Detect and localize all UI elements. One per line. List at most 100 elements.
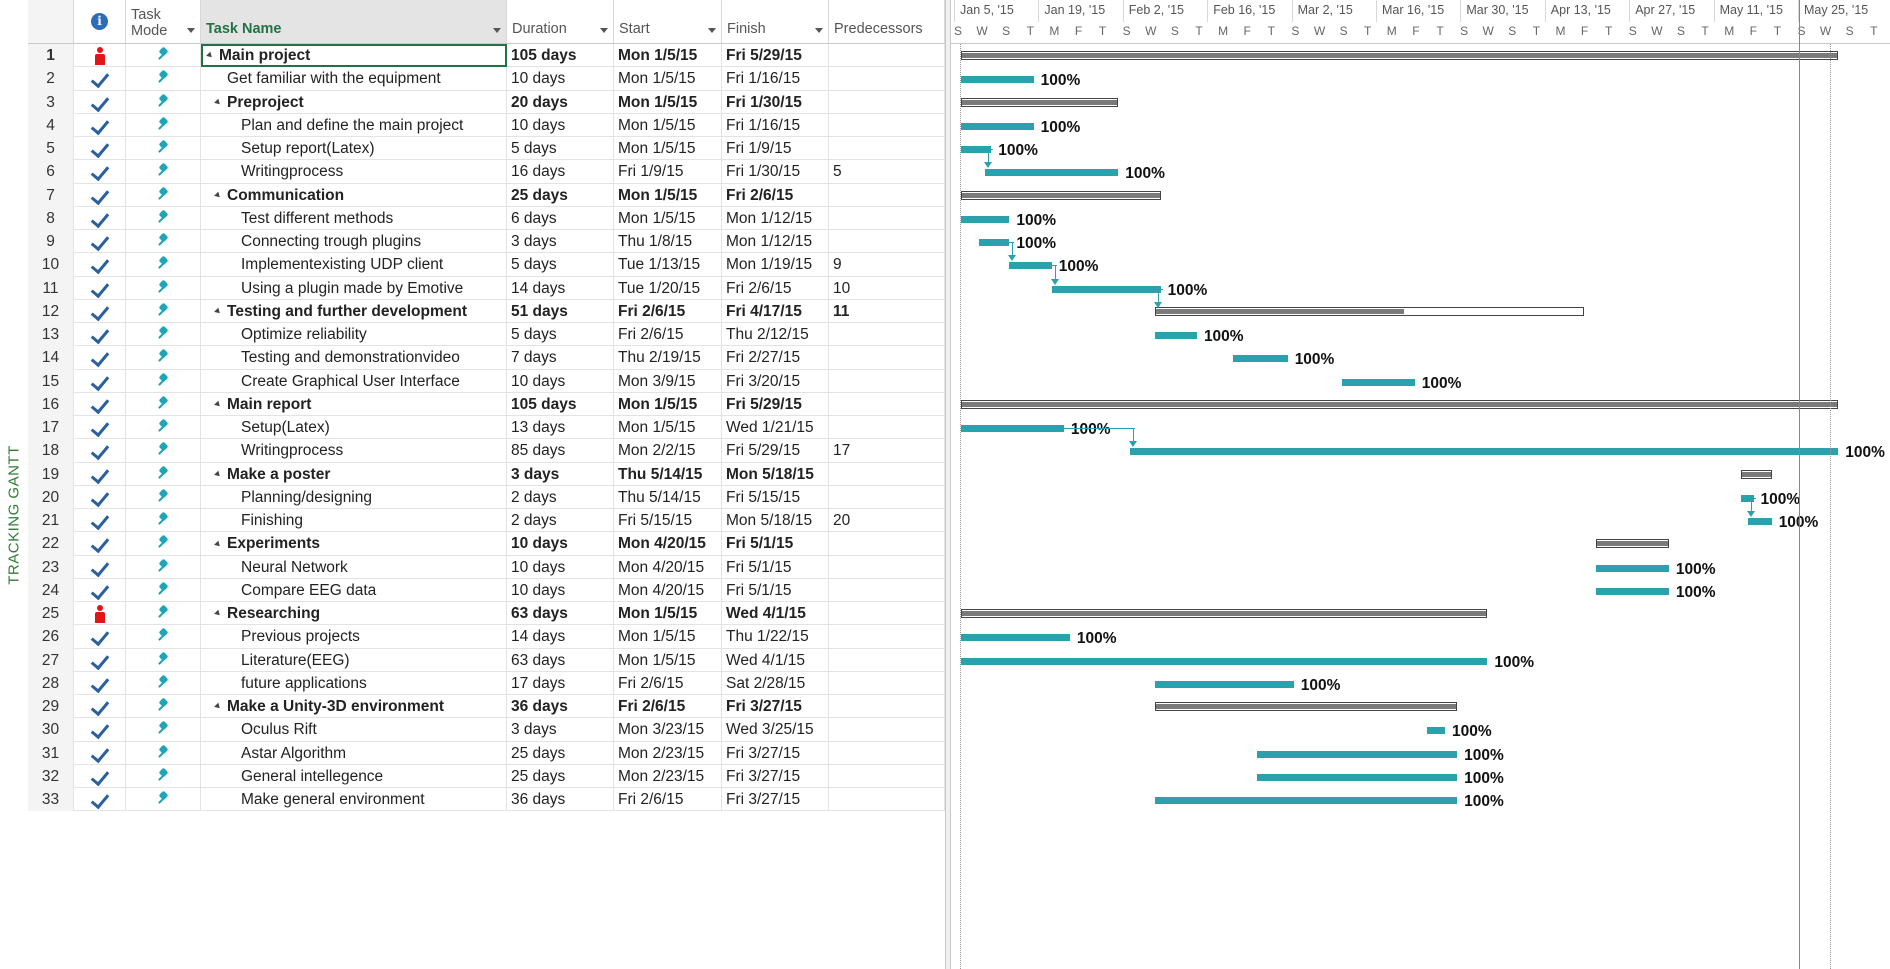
row-id[interactable]: 7 bbox=[28, 183, 74, 207]
duration-cell[interactable]: 2 days bbox=[507, 485, 614, 509]
summary-bar[interactable] bbox=[961, 51, 1839, 60]
task-name-cell[interactable]: Astar Algorithm bbox=[201, 741, 507, 765]
row-id[interactable]: 12 bbox=[28, 299, 74, 323]
row-id[interactable]: 4 bbox=[28, 113, 74, 137]
task-mode-cell[interactable] bbox=[126, 44, 201, 68]
finish-cell[interactable]: Mon 5/18/15 bbox=[722, 509, 829, 533]
task-name-cell[interactable]: Connecting trough plugins bbox=[201, 230, 507, 254]
summary-bar[interactable] bbox=[961, 399, 1839, 409]
start-cell[interactable]: Mon 1/5/15 bbox=[614, 206, 722, 230]
start-cell[interactable]: Mon 3/9/15 bbox=[614, 369, 722, 393]
task-row[interactable]: 18 Writingprocess 85 days Mon 2/2/15 Fri 5/2… bbox=[28, 439, 945, 463]
duration-cell[interactable]: 10 days bbox=[507, 555, 614, 579]
duration-cell[interactable]: 5 days bbox=[507, 253, 614, 277]
start-cell[interactable]: Mon 1/5/15 bbox=[614, 602, 722, 626]
predecessors-cell[interactable] bbox=[829, 416, 945, 440]
task-name-cell[interactable]: Oculus Rift bbox=[201, 718, 507, 742]
duration-cell[interactable]: 63 days bbox=[507, 648, 614, 672]
predecessors-cell[interactable] bbox=[829, 230, 945, 254]
duration-cell[interactable]: 36 days bbox=[507, 695, 614, 719]
predecessors-cell[interactable] bbox=[829, 555, 945, 579]
start-cell[interactable]: Mon 2/2/15 bbox=[614, 439, 722, 463]
finish-cell[interactable]: Sat 2/28/15 bbox=[722, 671, 829, 695]
finish-cell[interactable]: Fri 1/30/15 bbox=[722, 160, 829, 184]
row-id[interactable]: 30 bbox=[28, 718, 74, 742]
task-mode-cell[interactable] bbox=[126, 509, 201, 533]
finish-cell[interactable]: Fri 5/29/15 bbox=[722, 44, 829, 68]
task-mode-cell[interactable] bbox=[126, 602, 201, 626]
row-id[interactable]: 26 bbox=[28, 625, 74, 649]
finish-cell[interactable]: Thu 1/22/15 bbox=[722, 625, 829, 649]
start-cell[interactable]: Mon 1/5/15 bbox=[614, 392, 722, 416]
task-row[interactable]: 11 Using a plugin made by Emotive 14 days T… bbox=[28, 276, 945, 300]
duration-cell[interactable]: 3 days bbox=[507, 230, 614, 254]
row-id[interactable]: 31 bbox=[28, 741, 74, 765]
duration-cell[interactable]: 6 days bbox=[507, 206, 614, 230]
duration-cell[interactable]: 7 days bbox=[507, 346, 614, 370]
predecessors-cell[interactable] bbox=[829, 369, 945, 393]
start-cell[interactable]: Mon 1/5/15 bbox=[614, 183, 722, 207]
task-bar[interactable] bbox=[1596, 564, 1669, 572]
duration-cell[interactable]: 25 days bbox=[507, 764, 614, 788]
start-cell[interactable]: Fri 2/6/15 bbox=[614, 671, 722, 695]
row-id[interactable]: 10 bbox=[28, 253, 74, 277]
task-bar[interactable] bbox=[1154, 332, 1197, 339]
predecessors-cell[interactable] bbox=[829, 625, 945, 649]
row-id[interactable]: 24 bbox=[28, 578, 74, 602]
start-cell[interactable]: Mon 1/5/15 bbox=[614, 67, 722, 91]
task-bar[interactable] bbox=[961, 146, 992, 153]
collapse-toggle-icon[interactable] bbox=[214, 98, 222, 107]
predecessors-cell[interactable]: 11 bbox=[829, 299, 945, 323]
start-cell[interactable]: Fri 1/9/15 bbox=[614, 160, 722, 184]
task-row[interactable]: 27 Literature(EEG) 63 days Mon 1/5/15 Wed 4/… bbox=[28, 648, 945, 672]
task-name-cell[interactable]: Previous projects bbox=[201, 625, 507, 649]
collapse-toggle-icon[interactable] bbox=[206, 52, 214, 60]
task-mode-cell[interactable] bbox=[126, 253, 201, 277]
start-cell[interactable]: Mon 2/23/15 bbox=[614, 764, 722, 788]
start-cell[interactable]: Mon 1/5/15 bbox=[614, 90, 722, 114]
finish-cell[interactable]: Wed 3/25/15 bbox=[722, 718, 829, 742]
row-id[interactable]: 32 bbox=[28, 764, 74, 788]
predecessors-cell[interactable] bbox=[829, 90, 945, 114]
task-bar[interactable] bbox=[1257, 773, 1458, 781]
finish-cell[interactable]: Fri 5/1/15 bbox=[722, 532, 829, 556]
task-mode-cell[interactable] bbox=[126, 439, 201, 463]
task-mode-cell[interactable] bbox=[126, 671, 201, 695]
task-name-cell[interactable]: Make general environment bbox=[201, 788, 507, 812]
predecessors-cell[interactable] bbox=[829, 44, 945, 68]
duration-filter-icon[interactable] bbox=[600, 28, 608, 33]
finish-cell[interactable]: Fri 5/1/15 bbox=[722, 578, 829, 602]
task-mode-cell[interactable] bbox=[126, 183, 201, 207]
row-id[interactable]: 2 bbox=[28, 67, 74, 91]
task-bar[interactable] bbox=[961, 215, 1010, 223]
task-mode-cell[interactable] bbox=[126, 764, 201, 788]
duration-cell[interactable]: 25 days bbox=[507, 741, 614, 765]
task-mode-cell[interactable] bbox=[126, 230, 201, 254]
task-mode-cell[interactable] bbox=[126, 160, 201, 184]
task-name-cell[interactable]: Optimize reliability bbox=[201, 323, 507, 347]
task-name-cell[interactable]: Test different methods bbox=[201, 206, 507, 230]
row-id[interactable]: 19 bbox=[28, 462, 74, 486]
task-mode-cell[interactable] bbox=[126, 625, 201, 649]
pane-splitter[interactable] bbox=[945, 0, 951, 969]
duration-cell[interactable]: 14 days bbox=[507, 625, 614, 649]
summary-bar[interactable] bbox=[961, 609, 1488, 618]
duration-cell[interactable]: 63 days bbox=[507, 602, 614, 626]
predecessors-cell[interactable] bbox=[829, 113, 945, 137]
start-cell[interactable]: Thu 2/19/15 bbox=[614, 346, 722, 370]
finish-cell[interactable]: Fri 3/27/15 bbox=[722, 788, 829, 812]
finish-cell[interactable]: Fri 5/29/15 bbox=[722, 439, 829, 463]
predecessors-cell[interactable] bbox=[829, 137, 945, 161]
indicators-column-header[interactable]: i bbox=[74, 0, 126, 44]
task-bar[interactable] bbox=[1741, 494, 1754, 502]
start-cell[interactable]: Mon 2/23/15 bbox=[614, 741, 722, 765]
task-name-cell[interactable]: Experiments bbox=[201, 532, 507, 556]
task-row[interactable]: 22 Experiments 10 days Mon 4/20/15 Fri 5/1/1… bbox=[28, 532, 945, 556]
finish-cell[interactable]: Mon 5/18/15 bbox=[722, 462, 829, 486]
start-cell[interactable]: Mon 1/5/15 bbox=[614, 625, 722, 649]
task-row[interactable]: 30 Oculus Rift 3 days Mon 3/23/15 Wed 3/25/1… bbox=[28, 718, 945, 742]
task-row[interactable]: 31 Astar Algorithm 25 days Mon 2/23/15 Fri 3… bbox=[28, 741, 945, 765]
finish-cell[interactable]: Fri 2/6/15 bbox=[722, 276, 829, 300]
finish-cell[interactable]: Fri 1/16/15 bbox=[722, 113, 829, 137]
row-id[interactable]: 1 bbox=[28, 44, 74, 68]
